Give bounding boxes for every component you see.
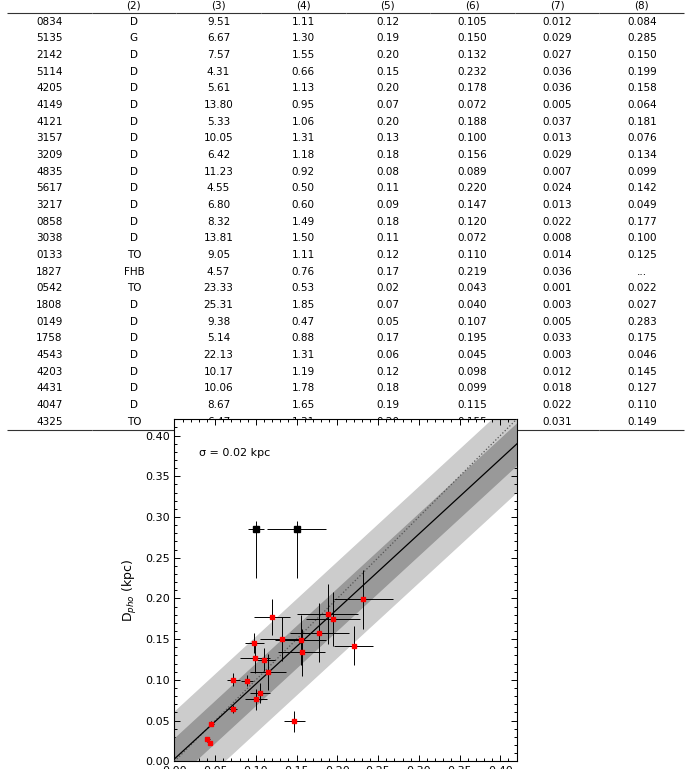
Y-axis label: D$_{pho}$ (kpc): D$_{pho}$ (kpc) [122,558,140,622]
Text: σ = 0.02 kpc: σ = 0.02 kpc [199,448,270,458]
